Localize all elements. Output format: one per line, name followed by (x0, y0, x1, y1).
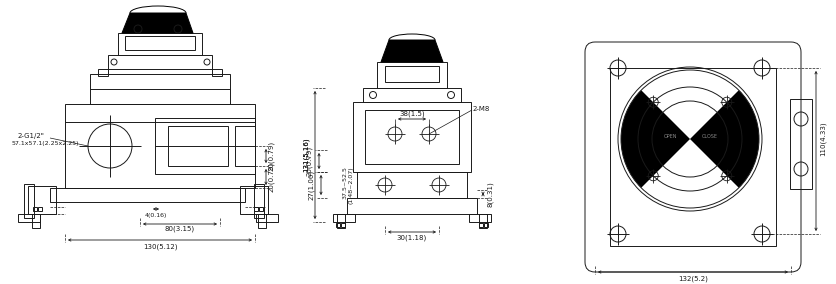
Bar (385, 66, 439, 82)
Bar (484, 223, 488, 227)
Bar (33, 207, 37, 211)
Bar (259, 207, 263, 211)
Wedge shape (690, 90, 759, 188)
Text: 132(5.2): 132(5.2) (678, 275, 708, 282)
Bar (98, 69, 108, 76)
Text: 110(4.33): 110(4.33) (820, 122, 827, 156)
Bar (24, 184, 34, 218)
Text: CLOSED: CLOSED (397, 41, 427, 49)
Text: 2-M8: 2-M8 (473, 106, 491, 112)
Bar (254, 207, 258, 211)
Bar (353, 102, 471, 172)
Bar (28, 186, 56, 214)
Text: CLOSE: CLOSE (702, 135, 718, 139)
Text: 57.1x57.1(2.25x2.25): 57.1x57.1(2.25x2.25) (12, 141, 79, 147)
Text: 38(1.5): 38(1.5) (399, 110, 425, 117)
Text: 27(1.06): 27(1.06) (308, 170, 315, 200)
Text: 130(5.12): 130(5.12) (143, 243, 177, 250)
Bar (50, 188, 245, 202)
Text: 131(5.16): 131(5.16) (303, 138, 309, 172)
Bar (333, 214, 355, 222)
Bar (32, 214, 40, 228)
Bar (240, 186, 268, 214)
Bar (258, 214, 266, 228)
Bar (254, 184, 264, 218)
Text: 20(0.79): 20(0.79) (268, 162, 274, 192)
Bar (337, 214, 345, 228)
Bar (341, 223, 345, 227)
Text: 131(5.16): 131(5.16) (303, 138, 309, 172)
Text: 30(1.18): 30(1.18) (397, 235, 427, 241)
Bar (108, 55, 212, 69)
Bar (377, 62, 447, 88)
Text: 37.5~52.5
(1.48~2.07): 37.5~52.5 (1.48~2.07) (343, 166, 353, 204)
Bar (235, 126, 255, 166)
Bar (610, 68, 776, 246)
Wedge shape (621, 90, 690, 188)
Bar (90, 74, 230, 104)
Text: 80(3.15): 80(3.15) (165, 225, 195, 232)
Text: 2-G1/2": 2-G1/2" (18, 133, 45, 139)
Bar (38, 207, 42, 211)
Bar (118, 33, 202, 55)
Bar (256, 214, 278, 222)
Bar (65, 104, 255, 188)
Bar (479, 214, 487, 228)
Bar (479, 223, 483, 227)
Polygon shape (381, 40, 443, 62)
Bar (363, 88, 461, 102)
Bar (365, 110, 459, 164)
Bar (336, 223, 340, 227)
Bar (790, 99, 812, 189)
Bar (212, 69, 222, 76)
Bar (168, 126, 228, 166)
Polygon shape (122, 13, 193, 33)
Text: 20(0.79): 20(0.79) (307, 146, 313, 176)
Bar (155, 118, 255, 174)
Text: 4(0.16): 4(0.16) (145, 213, 167, 218)
Text: 8(0.31): 8(0.31) (487, 181, 493, 207)
Bar (357, 172, 467, 198)
Bar (469, 214, 491, 222)
Text: OPEN: OPEN (663, 135, 677, 139)
Bar (347, 198, 477, 214)
Bar (125, 36, 195, 50)
Bar (18, 214, 40, 222)
Text: 20(0.79): 20(0.79) (268, 141, 274, 171)
